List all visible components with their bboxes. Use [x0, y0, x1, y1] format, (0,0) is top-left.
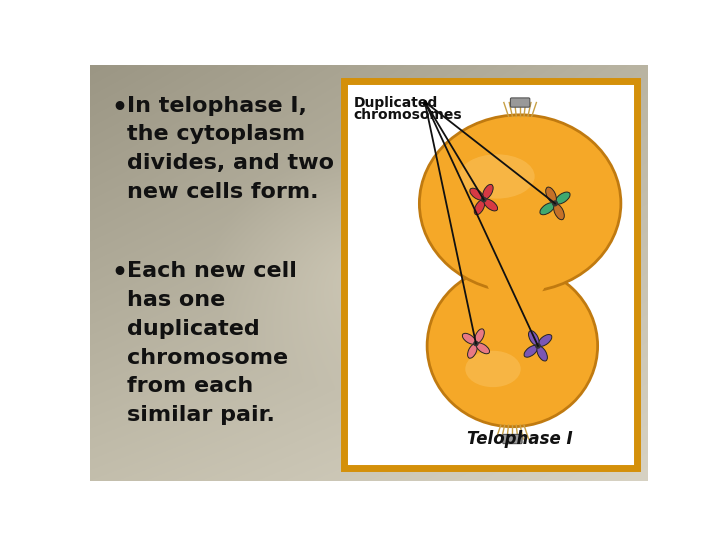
Ellipse shape — [476, 343, 490, 354]
Ellipse shape — [473, 341, 479, 346]
Ellipse shape — [419, 115, 621, 292]
Ellipse shape — [528, 330, 539, 346]
Ellipse shape — [537, 346, 547, 361]
Text: •: • — [112, 261, 127, 285]
Text: •: • — [112, 96, 127, 119]
Text: Each new cell
has one
duplicated
chromosome
from each
similar pair.: Each new cell has one duplicated chromos… — [127, 261, 297, 425]
Ellipse shape — [485, 244, 547, 306]
Ellipse shape — [552, 200, 558, 206]
Ellipse shape — [470, 188, 484, 200]
Ellipse shape — [482, 184, 493, 199]
FancyBboxPatch shape — [510, 98, 530, 107]
Text: In telophase I,
the cytoplasm
divides, and two
new cells form.: In telophase I, the cytoplasm divides, a… — [127, 96, 334, 202]
Ellipse shape — [555, 192, 570, 204]
Text: Telophase I: Telophase I — [467, 430, 573, 448]
Ellipse shape — [554, 204, 564, 220]
Ellipse shape — [538, 334, 552, 346]
FancyBboxPatch shape — [344, 82, 637, 468]
FancyBboxPatch shape — [503, 434, 522, 444]
Ellipse shape — [481, 197, 487, 202]
Ellipse shape — [427, 265, 598, 427]
Ellipse shape — [462, 333, 476, 344]
Ellipse shape — [474, 200, 485, 215]
Ellipse shape — [524, 346, 538, 357]
Text: chromosomes: chromosomes — [354, 108, 462, 122]
Ellipse shape — [467, 344, 477, 358]
Ellipse shape — [535, 343, 541, 349]
Ellipse shape — [474, 329, 485, 343]
Ellipse shape — [484, 199, 498, 211]
Ellipse shape — [546, 187, 557, 203]
Ellipse shape — [540, 202, 554, 215]
Ellipse shape — [465, 351, 521, 387]
Text: Duplicated: Duplicated — [354, 96, 438, 110]
Ellipse shape — [459, 154, 535, 199]
